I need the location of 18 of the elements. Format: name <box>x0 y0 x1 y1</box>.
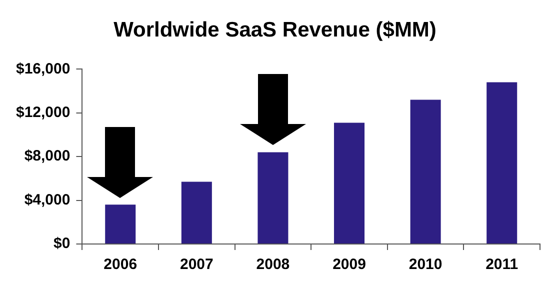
bar <box>258 152 288 244</box>
bar <box>105 204 136 244</box>
x-tick-label: 2011 <box>486 256 518 274</box>
bar <box>486 82 518 244</box>
x-tick-label: 2006 <box>104 256 138 274</box>
y-tick-label: $4,000 <box>24 191 70 208</box>
y-tick-label: $12,000 <box>16 104 70 122</box>
x-tick-label: 2008 <box>256 256 290 274</box>
x-tick-label: 2009 <box>332 256 366 274</box>
bar <box>410 100 441 244</box>
bar <box>334 122 365 244</box>
chart-title: Worldwide SaaS Revenue ($MM) <box>114 18 436 42</box>
y-tick-label: $0 <box>54 235 70 252</box>
x-tick-label: 2007 <box>180 256 214 274</box>
x-tick-label: 2010 <box>408 256 442 274</box>
y-tick-label: $16,000 <box>16 60 70 78</box>
y-tick-label: $8,000 <box>24 148 70 165</box>
bar <box>181 182 212 244</box>
